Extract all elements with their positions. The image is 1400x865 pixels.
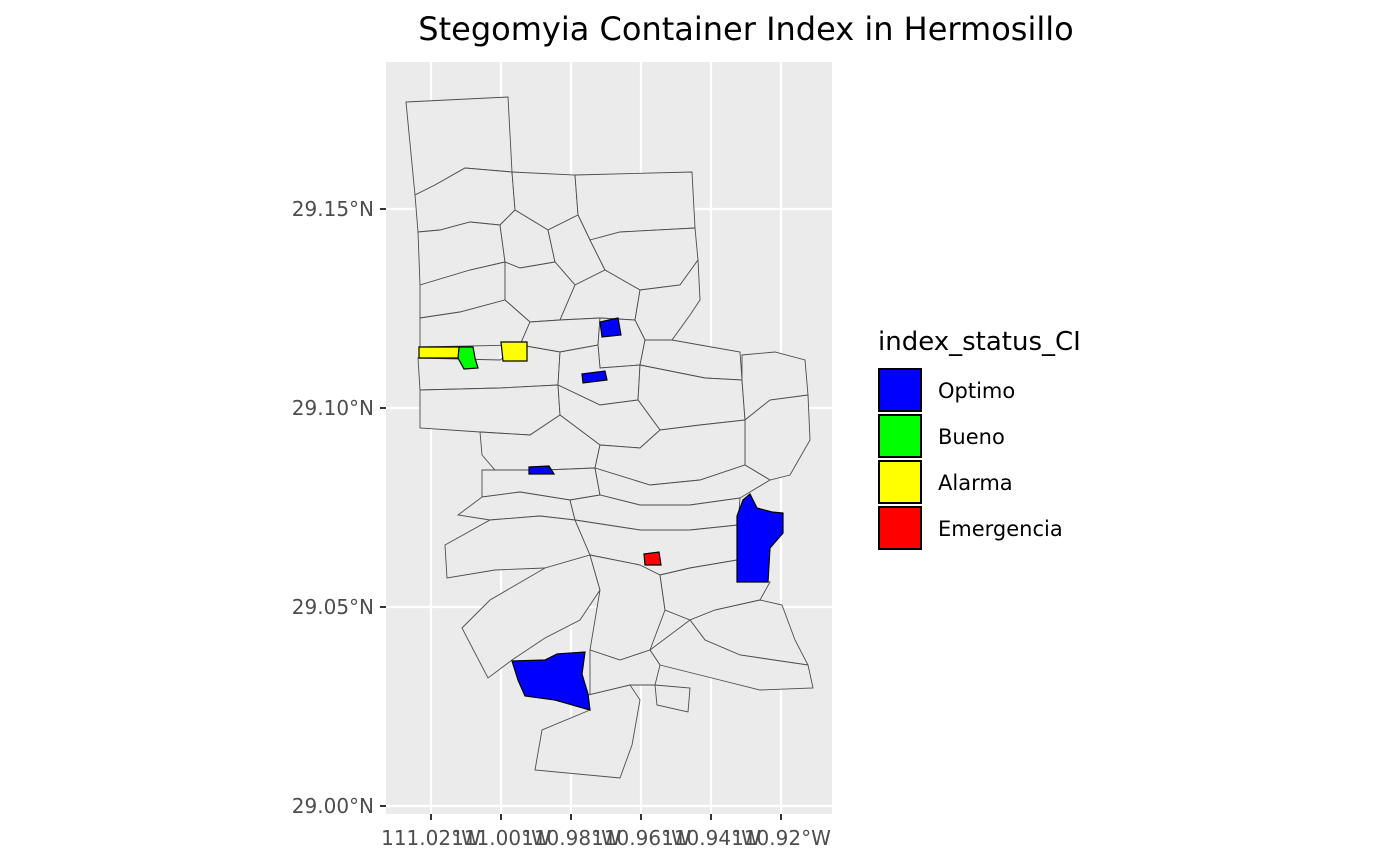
legend: index_status_CI Optimo Bueno Alarma Emer…: [878, 327, 1081, 550]
legend-label-bueno: Bueno: [938, 425, 1005, 449]
map-title: Stegomyia Container Index in Hermosillo: [418, 10, 1073, 48]
legend-label-emergencia: Emergencia: [938, 517, 1063, 541]
city-blocks: [405, 96, 814, 779]
city-block: [461, 554, 601, 679]
x-tick-label: 111.00°W: [451, 826, 551, 850]
legend-swatch-optimo: [878, 368, 922, 412]
block-optimo: [581, 370, 608, 384]
block-optimo: [528, 465, 556, 475]
legend-label-alarma: Alarma: [938, 471, 1013, 495]
legend-swatch-bueno: [878, 414, 922, 458]
block-optimo: [599, 317, 622, 338]
block-emergencia: [643, 551, 662, 566]
x-tick-label: 110.94°W: [661, 826, 761, 850]
legend-swatch-emergencia: [878, 506, 922, 550]
x-tick-label: 111.02°W: [381, 826, 481, 850]
legend-label-optimo: Optimo: [938, 379, 1015, 403]
classified-blocks: [418, 317, 784, 711]
city-block: [419, 384, 561, 436]
x-tick-label: 110.92°W: [731, 826, 831, 850]
x-tick-label: 110.98°W: [521, 826, 621, 850]
y-tick-label: 29.15°N: [292, 197, 374, 221]
y-tick-label: 29.10°N: [292, 396, 374, 420]
legend-title: index_status_CI: [878, 327, 1081, 357]
city-block: [534, 684, 641, 779]
y-tick-label: 29.05°N: [292, 595, 374, 619]
legend-swatch-alarma: [878, 460, 922, 504]
city-block: [659, 559, 771, 621]
y-axis: 29.15°N 29.10°N 29.05°N 29.00°N: [292, 197, 386, 818]
block-alarma: [418, 346, 460, 359]
city-block: [654, 684, 691, 713]
block-alarma: [500, 341, 528, 362]
x-tick-label: 110.96°W: [591, 826, 691, 850]
block-optimo: [736, 493, 784, 583]
y-tick-label: 29.00°N: [292, 794, 374, 818]
x-axis: 111.02°W 111.00°W 110.98°W 110.96°W 110.…: [381, 814, 831, 850]
block-optimo: [511, 651, 591, 711]
city-block: [649, 619, 814, 691]
